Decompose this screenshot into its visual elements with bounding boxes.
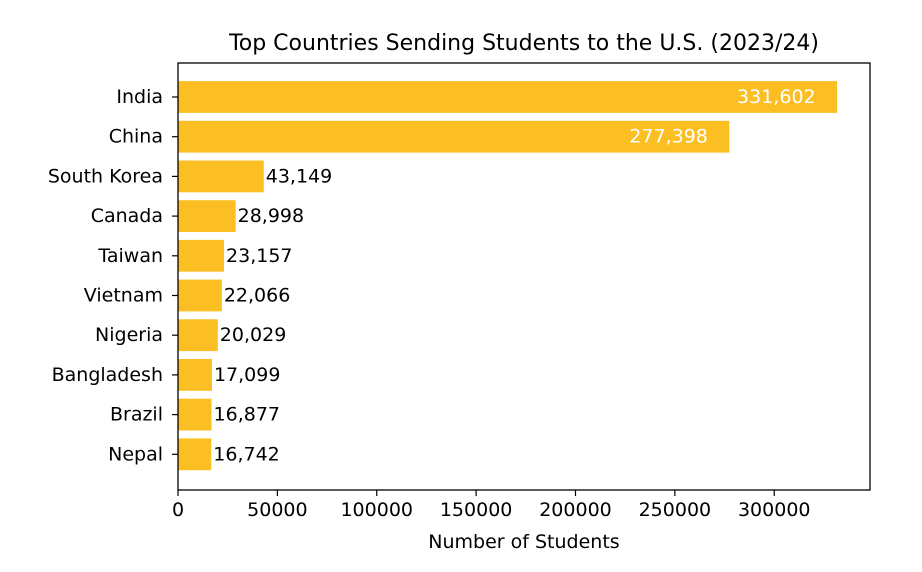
bar-canada bbox=[178, 200, 236, 232]
x-tick-label: 150000 bbox=[440, 499, 513, 521]
y-axis-ticks: India China South Korea Canada Taiwan Vietnam… bbox=[48, 86, 178, 465]
x-axis-label: Number of Students bbox=[428, 531, 619, 553]
y-tick-label-nepal: Nepal bbox=[108, 443, 163, 465]
value-labels-layer: 331,602 277,398 43,149 28,998 23,157 22,066 20… bbox=[213, 86, 815, 465]
value-label-nigeria: 20,029 bbox=[220, 324, 286, 346]
value-label-vietnam: 22,066 bbox=[224, 285, 290, 307]
value-label-china: 277,398 bbox=[629, 126, 708, 148]
y-tick-label-india: India bbox=[116, 86, 163, 108]
y-tick-label-bangladesh: Bangladesh bbox=[52, 364, 163, 386]
y-tick-label-taiwan: Taiwan bbox=[97, 245, 163, 267]
value-label-south-korea: 43,149 bbox=[266, 165, 332, 187]
bar-nepal bbox=[178, 438, 212, 471]
value-label-brazil: 16,877 bbox=[214, 404, 280, 426]
x-tick-label: 50000 bbox=[247, 499, 307, 521]
value-label-canada: 28,998 bbox=[238, 205, 304, 227]
value-label-nepal: 16,742 bbox=[213, 443, 279, 465]
y-tick-label-canada: Canada bbox=[91, 205, 163, 227]
x-axis-ticks: 0 50000 100000 150000 200000 250000 300000 bbox=[172, 490, 811, 521]
x-tick-label: 100000 bbox=[340, 499, 413, 521]
y-tick-label-china: China bbox=[109, 126, 163, 148]
y-tick-label-nigeria: Nigeria bbox=[95, 324, 163, 346]
bar-taiwan bbox=[178, 239, 225, 272]
chart-title: Top Countries Sending Students to the U.… bbox=[228, 31, 819, 56]
bar-brazil bbox=[178, 398, 212, 431]
value-label-bangladesh: 17,099 bbox=[214, 364, 280, 386]
y-tick-label-brazil: Brazil bbox=[110, 404, 163, 426]
bar-south-korea bbox=[178, 160, 264, 193]
bar-vietnam bbox=[178, 279, 222, 312]
y-tick-label-south-korea: South Korea bbox=[48, 165, 163, 187]
y-tick-label-vietnam: Vietnam bbox=[84, 285, 163, 307]
bar-bangladesh bbox=[178, 359, 212, 391]
bars-layer bbox=[178, 81, 838, 471]
value-label-taiwan: 23,157 bbox=[226, 245, 292, 267]
plot-frame bbox=[177, 62, 871, 491]
value-label-india: 331,602 bbox=[737, 86, 816, 108]
bar-nigeria bbox=[178, 319, 218, 352]
bar-china bbox=[178, 120, 730, 153]
x-tick-label: 200000 bbox=[539, 499, 612, 521]
bar-india bbox=[178, 81, 838, 113]
x-tick-label: 300000 bbox=[738, 499, 811, 521]
x-tick-label: 0 bbox=[172, 499, 184, 521]
x-tick-label: 250000 bbox=[639, 499, 712, 521]
